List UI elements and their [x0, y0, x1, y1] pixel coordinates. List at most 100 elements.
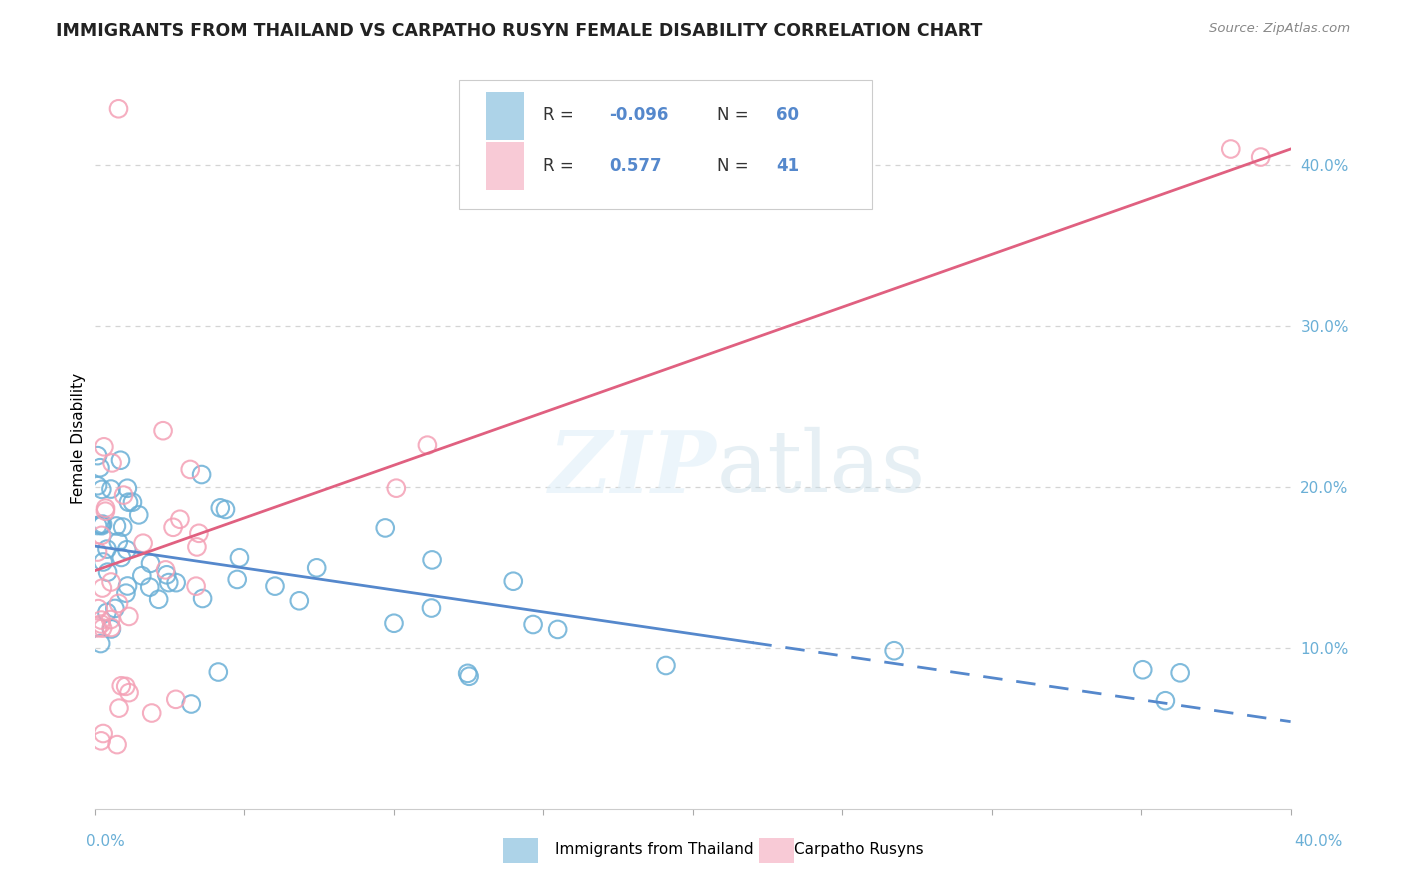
Point [305, 561, 328, 575]
Point [96, 606, 118, 620]
Point [91, 555, 114, 569]
Point [87, 601, 110, 615]
Point [288, 594, 311, 608]
Point [187, 526, 209, 541]
Point [132, 536, 155, 550]
Point [90, 734, 112, 748]
Point [86, 518, 108, 533]
Text: R =: R = [543, 157, 574, 175]
Point [1219, 142, 1241, 156]
Point [91, 726, 114, 740]
Point [655, 658, 678, 673]
Text: 41: 41 [776, 157, 800, 175]
Point [131, 568, 153, 582]
Text: 0.577: 0.577 [609, 157, 661, 175]
Point [207, 665, 229, 679]
Point [90, 636, 112, 650]
Point [152, 424, 174, 438]
Point [100, 574, 122, 589]
Point [522, 617, 544, 632]
Point [118, 609, 141, 624]
Y-axis label: Female Disability: Female Disability [72, 373, 86, 504]
Text: IMMIGRANTS FROM THAILAND VS CARPATHO RUSYN FEMALE DISABILITY CORRELATION CHART: IMMIGRANTS FROM THAILAND VS CARPATHO RUS… [56, 22, 983, 40]
Point [264, 579, 287, 593]
Point [107, 534, 129, 549]
Point [155, 563, 177, 577]
Point [90, 617, 112, 632]
Point [114, 679, 136, 693]
Point [110, 453, 132, 467]
Point [141, 706, 163, 720]
Point [214, 502, 236, 516]
Point [115, 586, 138, 600]
Point [169, 512, 191, 526]
Point [128, 508, 150, 522]
Text: 0.0%: 0.0% [86, 834, 125, 849]
Point [86, 449, 108, 463]
Point [90, 613, 112, 627]
Point [90, 528, 112, 542]
Point [457, 666, 479, 681]
Point [100, 482, 122, 496]
Point [107, 596, 129, 610]
Point [107, 102, 129, 116]
Point [96, 542, 118, 557]
Point [86, 479, 108, 493]
Point [148, 592, 170, 607]
Point [121, 495, 143, 509]
Point [180, 697, 202, 711]
Point [115, 542, 138, 557]
Point [547, 623, 569, 637]
Point [89, 460, 111, 475]
Point [416, 438, 439, 452]
Point [91, 581, 114, 595]
Point [139, 580, 162, 594]
Point [157, 575, 180, 590]
Point [110, 550, 132, 565]
Point [228, 550, 250, 565]
Point [1132, 663, 1154, 677]
Point [86, 545, 108, 559]
Point [1168, 665, 1191, 680]
Text: N =: N = [717, 157, 748, 175]
Point [91, 621, 114, 635]
Text: ZIP: ZIP [548, 426, 717, 510]
Point [458, 669, 481, 683]
Point [382, 616, 405, 631]
Point [139, 557, 162, 571]
Text: Immigrants from Thailand: Immigrants from Thailand [555, 842, 754, 856]
Point [90, 483, 112, 497]
Point [97, 565, 120, 579]
Point [117, 495, 139, 509]
Point [105, 519, 128, 533]
Point [420, 553, 443, 567]
Point [226, 573, 249, 587]
Point [1250, 150, 1272, 164]
Point [111, 520, 134, 534]
Text: 40.0%: 40.0% [1295, 834, 1343, 849]
Bar [485, 142, 524, 190]
Point [374, 521, 396, 535]
FancyBboxPatch shape [460, 79, 872, 210]
Point [105, 738, 128, 752]
Point [94, 504, 117, 518]
Text: R =: R = [543, 106, 574, 125]
Text: Carpatho Rusyns: Carpatho Rusyns [794, 842, 924, 856]
Point [156, 567, 179, 582]
Point [91, 517, 114, 532]
Point [90, 517, 112, 532]
Point [108, 701, 131, 715]
Point [190, 467, 212, 482]
Point [162, 520, 184, 534]
Point [100, 613, 122, 627]
Point [420, 601, 443, 615]
Point [184, 579, 207, 593]
Point [117, 579, 139, 593]
Point [86, 621, 108, 635]
Point [94, 501, 117, 516]
Point [179, 462, 201, 476]
Text: -0.096: -0.096 [609, 106, 668, 125]
Point [112, 488, 135, 502]
Point [165, 575, 187, 590]
Text: 60: 60 [776, 106, 799, 125]
